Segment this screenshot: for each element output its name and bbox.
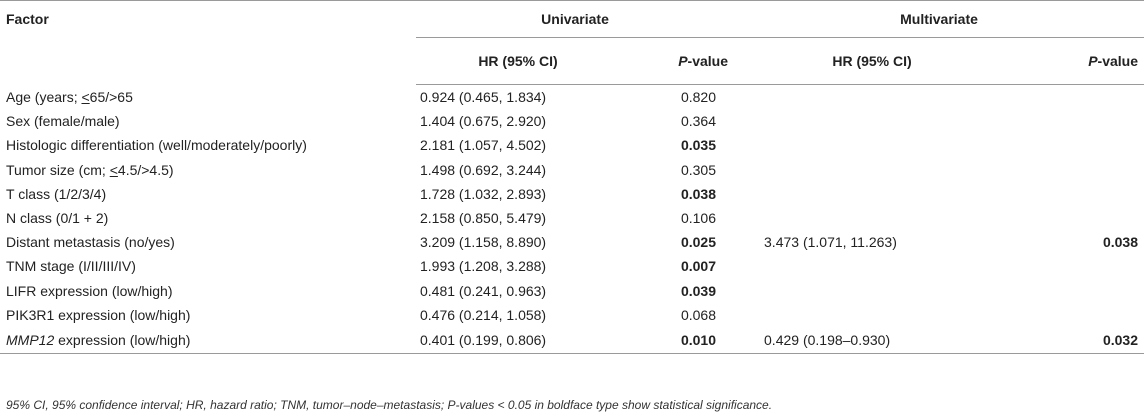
table-row: PIK3R1 expression (low/high) 0.476 (0.214… (0, 303, 1144, 327)
univariate-p-cell: 0.820 (680, 89, 717, 106)
factor-header: Factor (0, 0, 416, 85)
univariate-p-cell: 0.068 (680, 306, 717, 323)
multivariate-p-cell (1010, 303, 1144, 327)
multivariate-hr-cell (734, 85, 1010, 110)
multivariate-hr-cell (734, 254, 1010, 278)
multivariate-p-cell: 0.038 (1102, 234, 1139, 251)
multivariate-p-cell (1010, 133, 1144, 157)
multi-hr-header: HR (95% CI) (734, 37, 1011, 85)
table-row: Histologic differentiation (well/moderat… (0, 133, 1144, 157)
header-row-2: HR (95% CI) P-value HR (95% CI) P-value (0, 37, 1144, 85)
univariate-hr-cell: 1.993 (1.208, 3.288) (420, 258, 547, 275)
univariate-p-cell: 0.025 (680, 234, 717, 251)
multivariate-hr-cell: 0.429 (0.198–0.930) (734, 326, 1011, 354)
factor-cell: T class (1/2/3/4) (6, 185, 107, 202)
multivariate-hr-cell (734, 182, 1010, 206)
table-row: Sex (female/male) 1.404 (0.675, 2.920) 0.3… (0, 109, 1144, 133)
univariate-hr-cell: 0.481 (0.241, 0.963) (420, 282, 547, 299)
factor-cell: MMP12 expression (low/high) (0, 326, 416, 354)
table-footnote: 95% CI, 95% confidence interval; HR, haz… (6, 398, 773, 412)
univariate-hr-cell: 0.476 (0.214, 1.058) (420, 306, 547, 323)
table-row: MMP12 expression (low/high) 0.401 (0.199,… (0, 326, 1144, 354)
factor-cell: PIK3R1 expression (low/high) (6, 306, 191, 323)
multivariate-p-cell: 0.032 (1010, 326, 1144, 354)
multivariate-p-cell (1010, 109, 1144, 133)
table-body: Age (years; <65/>65 0.924 (0.465, 1.834) 0… (0, 85, 1144, 354)
header-row-1: Factor Univariate Multivariate (0, 0, 1144, 85)
univariate-hr-cell: 1.728 (1.032, 2.893) (420, 185, 547, 202)
multivariate-hr-cell (734, 279, 1010, 303)
univariate-p-cell: 0.106 (680, 210, 717, 227)
table-row: Tumor size (cm; <4.5/>4.5) 1.498 (0.692, … (0, 158, 1144, 182)
univariate-p-cell: 0.305 (680, 161, 717, 178)
univariate-p-cell: 0.364 (680, 113, 717, 130)
multivariate-header: Multivariate (734, 0, 1144, 38)
table-row: Age (years; <65/>65 0.924 (0.465, 1.834) 0… (0, 85, 1144, 110)
univariate-hr-cell: 2.158 (0.850, 5.479) (420, 210, 547, 227)
multivariate-hr-cell (734, 158, 1010, 182)
multivariate-p-cell (1010, 182, 1144, 206)
multivariate-hr-cell (734, 109, 1010, 133)
univariate-header: Univariate (416, 0, 735, 38)
univariate-p-cell: 0.035 (680, 137, 717, 154)
multivariate-hr-cell: 3.473 (1.071, 11.263) (764, 234, 897, 251)
multivariate-p-cell (1010, 254, 1144, 278)
factor-cell: Tumor size (cm; <4.5/>4.5) (6, 161, 174, 178)
factor-cell: Sex (female/male) (6, 113, 120, 130)
multivariate-hr-cell (734, 133, 1010, 157)
univariate-p-cell: 0.007 (680, 258, 717, 275)
multi-p-header: P-value (1010, 37, 1144, 85)
multivariate-p-cell (1010, 85, 1144, 110)
univariate-hr-cell: 0.401 (0.199, 0.806) (416, 326, 620, 354)
univariate-p-cell: 0.038 (680, 185, 717, 202)
multivariate-hr-cell (734, 206, 1010, 230)
multivariate-p-cell (1010, 158, 1144, 182)
table-row: Distant metastasis (no/yes) 3.209 (1.158,… (0, 230, 1144, 254)
multivariate-p-cell (1010, 279, 1144, 303)
factor-cell: TNM stage (I/II/III/IV) (6, 258, 136, 275)
univariate-hr-cell: 1.404 (0.675, 2.920) (420, 113, 547, 130)
factor-cell: Age (years; <65/>65 (6, 88, 133, 105)
multivariate-hr-cell (734, 303, 1010, 327)
univariate-p-cell: 0.039 (680, 282, 717, 299)
table-row: N class (0/1 + 2) 2.158 (0.850, 5.479) 0.1… (0, 206, 1144, 230)
cox-regression-table: Factor Univariate Multivariate HR (95% C… (0, 0, 1144, 354)
uni-hr-header: HR (95% CI) (416, 37, 620, 85)
multivariate-p-cell (1010, 206, 1144, 230)
table-row: TNM stage (I/II/III/IV) 1.993 (1.208, 3.2… (0, 254, 1144, 278)
univariate-hr-cell: 1.498 (0.692, 3.244) (420, 161, 547, 178)
uni-p-header: P-value (620, 37, 735, 85)
table-row: T class (1/2/3/4) 1.728 (1.032, 2.893) 0.0… (0, 182, 1144, 206)
univariate-hr-cell: 0.924 (0.465, 1.834) (420, 89, 547, 106)
factor-cell: LIFR expression (low/high) (6, 282, 173, 299)
univariate-hr-cell: 2.181 (1.057, 4.502) (420, 137, 547, 154)
factor-cell: N class (0/1 + 2) (6, 210, 109, 227)
factor-cell: Distant metastasis (no/yes) (6, 234, 175, 251)
table-row: LIFR expression (low/high) 0.481 (0.241, … (0, 279, 1144, 303)
univariate-hr-cell: 3.209 (1.158, 8.890) (420, 234, 547, 251)
factor-cell: Histologic differentiation (well/moderat… (6, 137, 307, 154)
univariate-p-cell: 0.010 (620, 326, 735, 354)
